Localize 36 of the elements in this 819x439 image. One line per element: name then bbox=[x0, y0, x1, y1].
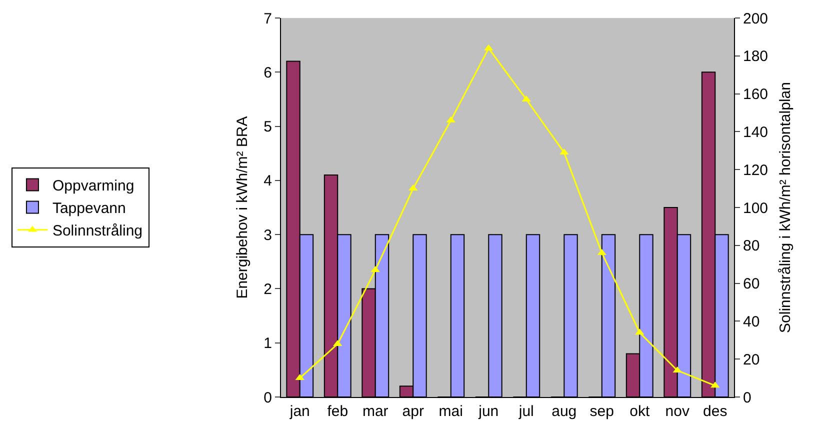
x-tick-label: des bbox=[703, 403, 728, 420]
y2-tick-label: 180 bbox=[743, 48, 768, 66]
x-tick-label: jan bbox=[288, 403, 310, 420]
x-tick-label: apr bbox=[402, 403, 424, 420]
legend-label: Solinnstråling bbox=[52, 222, 143, 240]
x-tick-label: mar bbox=[362, 403, 388, 420]
y2-tick-label: 140 bbox=[743, 124, 768, 141]
x-tick-label: jun bbox=[478, 403, 499, 420]
y-tick-label: 4 bbox=[264, 172, 272, 190]
x-tick-label: jul bbox=[518, 403, 534, 420]
x-tick-label: feb bbox=[327, 403, 348, 420]
y2-tick-label: 0 bbox=[743, 389, 752, 406]
y-tick-label: 0 bbox=[264, 389, 272, 406]
y2-tick-label: 80 bbox=[743, 238, 760, 255]
x-tick-label: nov bbox=[665, 403, 690, 420]
y2-tick-label: 20 bbox=[743, 351, 760, 368]
x-tick-label: mai bbox=[438, 403, 463, 420]
y2-tick-label: 60 bbox=[743, 276, 760, 293]
y-tick-label: 7 bbox=[264, 10, 272, 28]
x-tick-label: sep bbox=[590, 403, 614, 420]
y-axis-title: Energibehov i kWh/m² BRA bbox=[234, 116, 251, 299]
y-tick-label: 1 bbox=[264, 335, 272, 352]
y2-tick-label: 40 bbox=[743, 313, 760, 330]
y-tick-label: 5 bbox=[264, 118, 272, 136]
legend-label: Tappevann bbox=[52, 200, 126, 218]
x-tick-label: aug bbox=[552, 403, 577, 420]
y-tick-label: 2 bbox=[264, 280, 272, 298]
legend-label: Oppvarming bbox=[52, 178, 134, 195]
y-tick-label: 6 bbox=[264, 64, 272, 82]
y-tick-label: 3 bbox=[264, 226, 272, 244]
y2-tick-label: 100 bbox=[743, 200, 768, 217]
y2-tick-label: 200 bbox=[743, 10, 768, 28]
y2-tick-label: 160 bbox=[743, 86, 768, 104]
x-tick-label: okt bbox=[630, 403, 650, 420]
y2-axis-title: Solinnstråling i kWh/m² horisontalplan bbox=[777, 82, 794, 333]
y2-tick-label: 120 bbox=[743, 162, 768, 179]
